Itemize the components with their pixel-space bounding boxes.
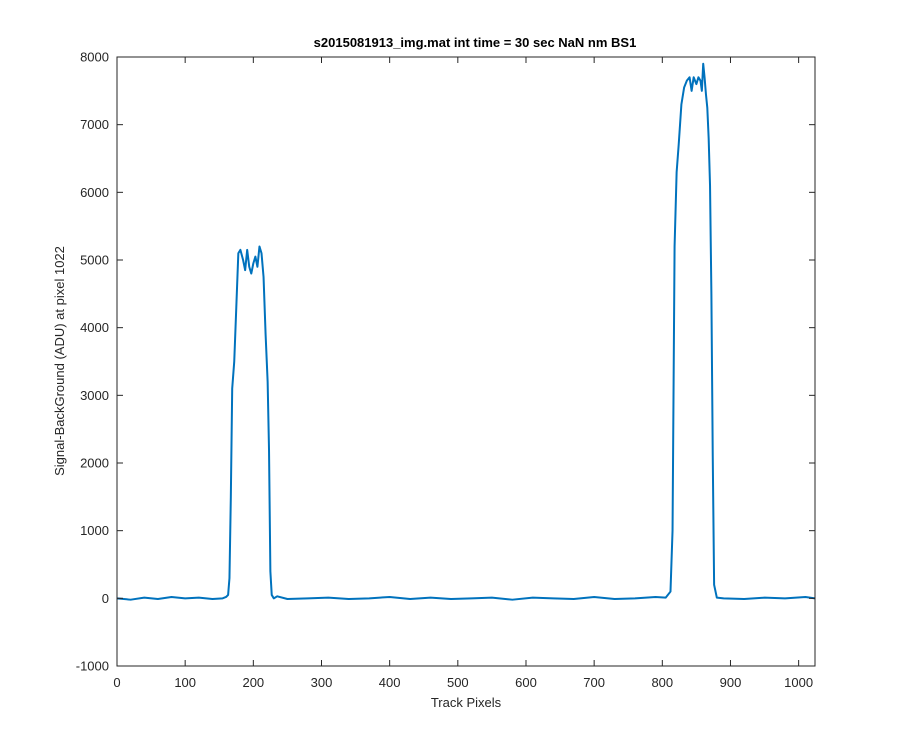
y-axis-label: Signal-BackGround (ADU) at pixel 1022 bbox=[52, 246, 67, 476]
x-tick-label: 200 bbox=[242, 675, 264, 690]
chart-title: s2015081913_img.mat int time = 30 sec Na… bbox=[314, 35, 637, 50]
x-tick-label: 900 bbox=[720, 675, 742, 690]
axes-box bbox=[116, 56, 816, 667]
y-tick-label: 4000 bbox=[80, 320, 109, 335]
x-tick-label: 1000 bbox=[784, 675, 813, 690]
x-tick-label: 700 bbox=[583, 675, 605, 690]
x-tick-label: 600 bbox=[515, 675, 537, 690]
y-tick-label: 7000 bbox=[80, 117, 109, 132]
x-tick-label: 100 bbox=[174, 675, 196, 690]
x-tick-label: 400 bbox=[379, 675, 401, 690]
axes: 0 100 200 300 400 500 600 700 800 900 1000 -1000 0 10… bbox=[76, 50, 816, 690]
x-axis-label: Track Pixels bbox=[431, 695, 502, 710]
y-tick-label: 1000 bbox=[80, 523, 109, 538]
y-tick-label: 3000 bbox=[80, 388, 109, 403]
y-tick-label: -1000 bbox=[76, 659, 109, 674]
y-tick-label: 2000 bbox=[80, 456, 109, 471]
x-tick-label: 500 bbox=[447, 675, 469, 690]
x-tick-label: 0 bbox=[113, 675, 120, 690]
y-tick-label: 6000 bbox=[80, 185, 109, 200]
y-tick-label: 8000 bbox=[80, 50, 109, 65]
plot-area bbox=[116, 62, 816, 601]
y-tick-label: 5000 bbox=[80, 253, 109, 268]
x-tick-label: 300 bbox=[311, 675, 333, 690]
x-tick-label: 800 bbox=[651, 675, 673, 690]
y-tick-label: 0 bbox=[102, 591, 109, 606]
series-line-0 bbox=[116, 62, 816, 601]
